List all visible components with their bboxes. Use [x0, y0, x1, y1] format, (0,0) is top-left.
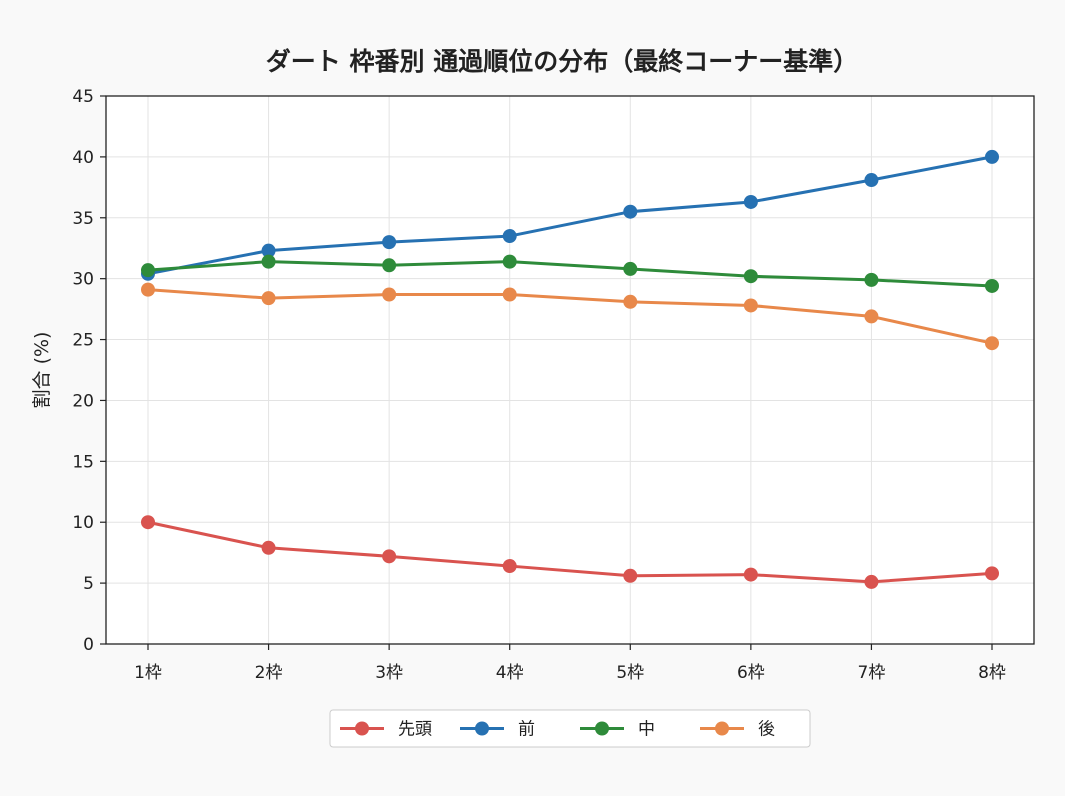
data-point [502, 229, 517, 244]
data-point [623, 294, 638, 309]
legend-label: 前 [518, 720, 535, 740]
data-point [261, 254, 276, 269]
series-line-2 [147, 155, 993, 276]
data-point [141, 515, 155, 530]
data-point [743, 298, 758, 313]
y-tick-label: 35 [72, 209, 94, 229]
data-point [382, 549, 397, 564]
legend: 先頭 前 中 後 [329, 709, 811, 748]
data-point [502, 254, 517, 269]
x-tick-label: 5枠 [616, 663, 644, 683]
data-point [864, 272, 879, 287]
data-point [502, 287, 517, 302]
y-tick-label: 40 [72, 148, 94, 168]
data-point [743, 194, 758, 209]
x-tick-label: 8枠 [978, 663, 1006, 683]
legend-label: 後 [758, 720, 775, 740]
data-point [985, 336, 999, 351]
data-point [864, 309, 879, 324]
data-point [382, 287, 397, 302]
data-point [623, 204, 638, 219]
data-point [743, 269, 758, 284]
y-tick-label: 10 [72, 513, 94, 533]
legend-marker [715, 721, 729, 736]
y-tick-label: 30 [72, 270, 94, 290]
data-point [382, 235, 397, 250]
x-tick-label: 3枠 [375, 663, 403, 683]
series-line-3 [147, 260, 993, 288]
data-point [623, 261, 638, 276]
legend-marker [595, 721, 609, 736]
y-tick-label: 15 [72, 452, 94, 472]
y-tick-label: 45 [72, 87, 94, 107]
data-point [864, 173, 879, 188]
y-tick-label: 5 [83, 574, 94, 594]
data-point [502, 559, 517, 574]
plot-area [106, 96, 1034, 644]
data-point [141, 263, 155, 278]
y-tick-label: 0 [83, 635, 94, 655]
data-point [382, 258, 397, 273]
legend-box [329, 709, 811, 748]
data-point [985, 278, 999, 293]
x-tick-label: 7枠 [858, 663, 886, 683]
series-line-4 [147, 288, 993, 345]
legend-label: 先頭 [398, 720, 432, 740]
data-point [141, 282, 155, 297]
y-tick-label: 20 [72, 391, 94, 411]
data-point [261, 540, 276, 555]
data-point [985, 566, 999, 581]
data-point [623, 568, 638, 583]
data-point [985, 149, 999, 164]
data-point [864, 574, 879, 589]
x-tick-label: 2枠 [255, 663, 283, 683]
plot-frame [105, 95, 1035, 645]
legend-marker [355, 721, 369, 736]
y-axis-label: 割合 (%) [31, 332, 53, 409]
series-line-1 [147, 520, 993, 584]
legend-marker [475, 721, 489, 736]
x-tick-label: 4枠 [496, 663, 524, 683]
x-tick-label: 6枠 [737, 663, 765, 683]
y-tick-label: 25 [72, 331, 94, 351]
data-point [261, 243, 276, 258]
legend-label: 中 [638, 720, 655, 740]
data-point [743, 567, 758, 582]
x-tick-label: 1枠 [134, 663, 162, 683]
chart-title: ダート 枠番別 通過順位の分布（最終コーナー基準） [266, 47, 858, 76]
data-point [261, 291, 276, 306]
